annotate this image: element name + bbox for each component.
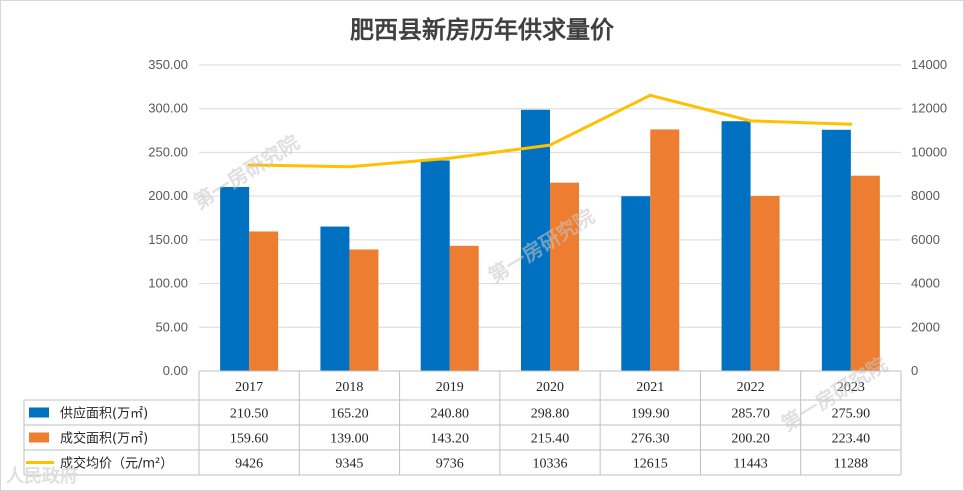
y-right-tick-label: 8000 xyxy=(911,188,940,203)
data-label-0-2020: 298.80 xyxy=(531,407,570,422)
data-label-1-2020: 215.40 xyxy=(531,432,570,447)
data-label-1-2018: 139.00 xyxy=(330,432,369,447)
data-label-2-2023: 11288 xyxy=(834,457,868,472)
bar-supply-2018 xyxy=(320,226,350,371)
y-right-tick-label: 0 xyxy=(911,363,918,378)
y-left-tick-label: 150.00 xyxy=(148,232,188,247)
line-point-2019 xyxy=(448,156,452,160)
y-left-tick-label: 200.00 xyxy=(148,188,188,203)
x-tick-label-2018: 2018 xyxy=(335,380,363,395)
data-label-2-2019: 9736 xyxy=(436,457,464,472)
data-label-1-2022: 200.20 xyxy=(731,432,770,447)
data-label-0-2019: 240.80 xyxy=(430,407,469,422)
y-right-tick-label: 2000 xyxy=(911,319,940,334)
x-tick-label-2021: 2021 xyxy=(636,380,664,395)
bar-supply-2022 xyxy=(721,121,751,371)
data-label-1-2017: 159.60 xyxy=(230,432,269,447)
data-label-2-2021: 12615 xyxy=(633,457,668,472)
data-label-1-2019: 143.20 xyxy=(430,432,469,447)
data-label-2-2018: 9345 xyxy=(335,457,363,472)
bar-sales-2018 xyxy=(349,249,379,371)
bar-supply-2021 xyxy=(621,196,651,371)
bar-sales-2021 xyxy=(650,129,680,371)
y-right-tick-label: 10000 xyxy=(911,144,947,159)
x-tick-label-2017: 2017 xyxy=(235,380,263,395)
x-tick-label-2019: 2019 xyxy=(436,380,464,395)
data-label-0-2021: 199.90 xyxy=(631,407,670,422)
legend-swatch-1 xyxy=(29,432,49,443)
y-left-tick-label: 50.00 xyxy=(155,319,188,334)
line-point-2018 xyxy=(347,165,351,169)
x-tick-label-2022: 2022 xyxy=(737,380,765,395)
line-point-2017 xyxy=(247,163,251,167)
data-label-2-2020: 10336 xyxy=(533,457,568,472)
watermark-bottom-text: 人民政府 xyxy=(6,466,78,487)
data-label-0-2017: 210.50 xyxy=(230,407,269,422)
y-left-tick-label: 100.00 xyxy=(148,276,188,291)
bar-sales-2022 xyxy=(750,195,780,371)
data-label-2-2022: 11443 xyxy=(733,457,767,472)
data-label-2-2017: 9426 xyxy=(235,457,263,472)
legend-swatch-0 xyxy=(29,407,49,418)
y-right-tick-label: 14000 xyxy=(911,57,947,72)
x-tick-label-2020: 2020 xyxy=(536,380,564,395)
legend-label-1: 成交面积(万㎡) xyxy=(60,431,148,447)
legend-label-2: 成交均价（元/m²） xyxy=(60,456,173,472)
y-right-tick-label: 4000 xyxy=(911,276,940,291)
data-label-1-2021: 276.30 xyxy=(631,432,670,447)
data-label-0-2018: 165.20 xyxy=(330,407,369,422)
legend-label-0: 供应面积(万㎡) xyxy=(60,406,148,422)
bar-supply-2023 xyxy=(821,129,851,371)
data-label-0-2022: 285.70 xyxy=(731,407,770,422)
y-left-tick-label: 250.00 xyxy=(148,144,188,159)
bar-sales-2023 xyxy=(850,175,880,371)
y-left-tick-label: 300.00 xyxy=(148,101,188,116)
chart-title: 肥西县新房历年供求量价 xyxy=(350,16,614,44)
bar-sales-2020 xyxy=(550,182,579,371)
y-right-tick-label: 6000 xyxy=(911,232,940,247)
bar-supply-2019 xyxy=(420,160,450,371)
x-tick-label-2023: 2023 xyxy=(837,380,865,395)
line-point-2022 xyxy=(749,119,753,123)
bar-supply-2017 xyxy=(220,186,250,371)
line-point-2020 xyxy=(548,143,552,147)
line-point-2023 xyxy=(849,122,853,126)
data-label-0-2023: 275.90 xyxy=(832,407,871,422)
y-right-tick-label: 12000 xyxy=(911,101,947,116)
data-label-1-2023: 223.40 xyxy=(832,432,871,447)
bar-sales-2019 xyxy=(449,245,479,371)
bar-sales-2017 xyxy=(249,231,279,371)
line-point-2021 xyxy=(648,93,652,97)
y-left-tick-label: 0.00 xyxy=(163,363,188,378)
bar-supply-2020 xyxy=(521,109,550,371)
y-left-tick-label: 350.00 xyxy=(148,57,188,72)
